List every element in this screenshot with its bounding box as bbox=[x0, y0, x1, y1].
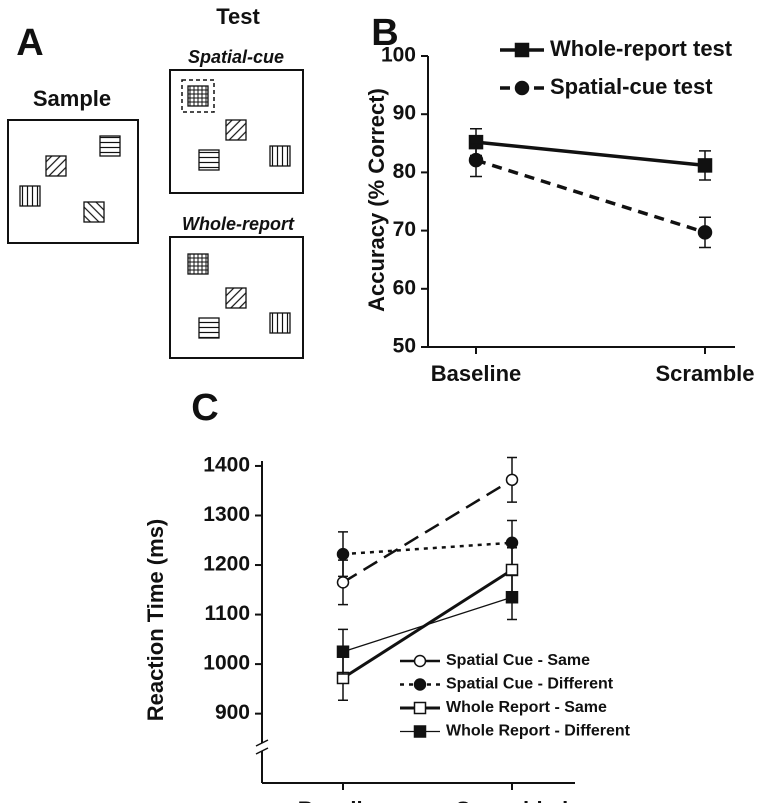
axis-break bbox=[255, 739, 269, 747]
legend-marker bbox=[413, 725, 427, 738]
legend-marker bbox=[514, 80, 530, 96]
sample-display bbox=[7, 119, 139, 244]
stimulus bbox=[198, 149, 220, 171]
y-tick-label: 80 bbox=[393, 160, 416, 183]
stimulus bbox=[198, 317, 220, 339]
test-label: Test bbox=[216, 4, 260, 29]
panel-label: B bbox=[371, 12, 398, 54]
axis-break bbox=[256, 743, 268, 751]
legend-label: Spatial Cue - Different bbox=[446, 676, 614, 693]
stimulus bbox=[225, 119, 247, 141]
legend-label: Whole-report test bbox=[550, 36, 733, 61]
panel-a: A Sample Test Spatial-cue Whole-report bbox=[7, 4, 304, 359]
y-tick-label: 1000 bbox=[203, 652, 250, 675]
axis-break bbox=[255, 747, 269, 755]
stimulus bbox=[19, 185, 41, 207]
whole-report-display bbox=[169, 236, 304, 359]
marker bbox=[505, 536, 519, 549]
legend-label: Spatial Cue - Same bbox=[446, 652, 590, 669]
stimulus bbox=[99, 135, 121, 157]
stimulus bbox=[269, 312, 291, 334]
spatial-cue-label: Spatial-cue bbox=[188, 47, 284, 67]
legend-marker bbox=[413, 701, 427, 715]
y-tick-label: 1400 bbox=[203, 454, 250, 477]
y-tick-label: 50 bbox=[393, 335, 416, 358]
stimulus bbox=[187, 85, 209, 107]
y-tick-label: 60 bbox=[393, 276, 416, 299]
stimulus bbox=[187, 253, 209, 275]
legend-marker bbox=[413, 654, 427, 668]
marker bbox=[697, 158, 713, 173]
stimulus bbox=[269, 145, 291, 167]
y-tick-label: 90 bbox=[393, 102, 416, 125]
stimulus bbox=[45, 155, 67, 177]
legend-marker bbox=[514, 42, 530, 58]
legend-label: Whole Report - Same bbox=[446, 699, 607, 716]
y-axis-title: Reaction Time (ms) bbox=[143, 519, 168, 722]
marker bbox=[468, 152, 484, 168]
spatial-cue-display bbox=[169, 69, 304, 194]
marker bbox=[336, 547, 350, 561]
x-tick-label: Baseline bbox=[431, 361, 522, 386]
panel-label: A bbox=[16, 22, 43, 64]
marker bbox=[505, 590, 519, 604]
legend-label: Whole Report - Different bbox=[446, 723, 631, 740]
marker bbox=[505, 473, 519, 487]
marker bbox=[505, 563, 519, 577]
y-tick-label: 70 bbox=[393, 218, 416, 241]
legend-marker bbox=[413, 678, 427, 691]
y-axis-title: Accuracy (% Correct) bbox=[364, 88, 389, 312]
x-tick-label: Scrambled bbox=[456, 797, 569, 803]
x-tick-label: Baseline bbox=[298, 797, 389, 803]
whole-report-label: Whole-report bbox=[182, 214, 295, 234]
stimulus bbox=[83, 201, 105, 223]
series-line bbox=[342, 478, 513, 584]
series-line bbox=[342, 541, 513, 556]
y-tick-label: 900 bbox=[215, 701, 250, 724]
y-tick-label: 100 bbox=[381, 44, 416, 67]
legend-label: Spatial-cue test bbox=[550, 74, 713, 99]
sample-label: Sample bbox=[33, 86, 111, 111]
y-tick-label: 1100 bbox=[204, 602, 250, 625]
y-tick-label: 1200 bbox=[203, 553, 250, 576]
stimulus bbox=[225, 287, 247, 309]
series-line bbox=[342, 596, 513, 653]
panel-label: C bbox=[191, 387, 218, 429]
marker bbox=[336, 576, 350, 589]
marker bbox=[336, 645, 350, 658]
marker bbox=[697, 225, 713, 240]
series-line bbox=[475, 158, 706, 235]
cue bbox=[181, 79, 215, 113]
x-tick-label: Scramble bbox=[655, 361, 754, 386]
series-line bbox=[475, 140, 706, 168]
y-tick-label: 1300 bbox=[203, 503, 250, 526]
